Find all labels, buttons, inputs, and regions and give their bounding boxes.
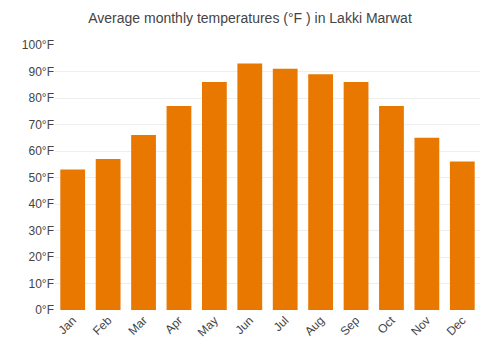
svg-text:Average monthly temperatures (: Average monthly temperatures (°F ) in La…	[88, 10, 412, 26]
svg-text:Sep: Sep	[337, 313, 362, 338]
svg-text:10°F: 10°F	[29, 277, 54, 291]
svg-text:Dec: Dec	[444, 313, 469, 338]
svg-text:20°F: 20°F	[29, 250, 54, 264]
svg-text:Mar: Mar	[125, 313, 150, 338]
svg-text:50°F: 50°F	[29, 171, 54, 185]
svg-text:Oct: Oct	[375, 313, 399, 337]
svg-text:60°F: 60°F	[29, 144, 54, 158]
svg-text:0°F: 0°F	[35, 303, 54, 317]
svg-text:Jun: Jun	[233, 313, 257, 337]
svg-text:90°F: 90°F	[29, 65, 54, 79]
svg-text:100°F: 100°F	[22, 38, 54, 52]
svg-text:70°F: 70°F	[29, 118, 54, 132]
svg-text:Apr: Apr	[162, 313, 185, 336]
svg-text:Feb: Feb	[90, 313, 115, 338]
svg-text:Aug: Aug	[302, 313, 327, 338]
svg-text:Jan: Jan	[55, 313, 79, 337]
svg-text:Jul: Jul	[271, 313, 292, 334]
svg-text:40°F: 40°F	[29, 197, 54, 211]
svg-text:80°F: 80°F	[29, 91, 54, 105]
svg-text:Nov: Nov	[408, 313, 433, 338]
svg-text:30°F: 30°F	[29, 224, 54, 238]
svg-text:May: May	[195, 313, 221, 339]
